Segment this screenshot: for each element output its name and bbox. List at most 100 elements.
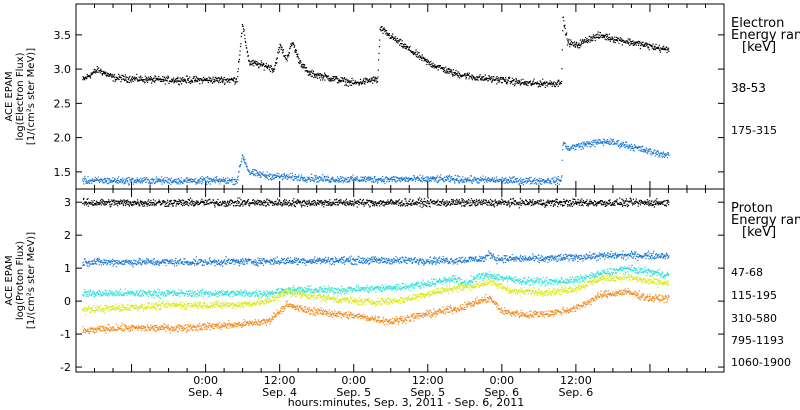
data-point xyxy=(108,75,110,77)
data-point xyxy=(205,78,207,80)
data-point xyxy=(595,36,597,38)
data-point xyxy=(139,202,141,204)
data-point xyxy=(454,174,456,177)
data-point xyxy=(434,203,436,205)
data-point xyxy=(646,152,649,155)
data-point xyxy=(356,178,359,180)
data-point xyxy=(260,176,262,178)
data-point xyxy=(158,178,160,180)
data-point xyxy=(530,204,532,206)
data-point xyxy=(422,203,424,205)
data-point xyxy=(336,204,338,206)
data-point xyxy=(559,202,561,204)
data-point xyxy=(539,200,541,203)
data-point xyxy=(453,72,456,74)
data-point xyxy=(125,78,127,80)
data-point xyxy=(361,177,363,179)
data-point xyxy=(430,179,432,181)
data-point xyxy=(609,39,611,41)
data-point xyxy=(668,204,670,206)
data-point xyxy=(458,75,460,77)
data-point xyxy=(266,66,268,68)
data-point xyxy=(335,77,337,79)
data-point xyxy=(305,202,307,204)
data-point xyxy=(339,201,341,203)
data-point xyxy=(228,204,230,206)
data-point xyxy=(106,72,108,74)
data-point xyxy=(96,259,98,261)
data-point xyxy=(390,199,392,201)
data-point xyxy=(331,79,333,82)
data-point xyxy=(623,145,625,147)
data-point xyxy=(452,178,454,180)
data-point xyxy=(174,178,176,180)
data-point xyxy=(322,203,324,205)
data-point xyxy=(342,180,345,182)
data-point xyxy=(526,203,528,206)
data-point xyxy=(226,78,228,80)
data-point xyxy=(294,45,296,47)
data-point xyxy=(304,66,306,69)
data-point xyxy=(468,180,470,182)
data-point xyxy=(543,180,546,182)
data-point xyxy=(358,201,360,203)
data-point xyxy=(82,261,84,263)
data-point xyxy=(184,202,186,204)
data-point xyxy=(456,203,459,205)
data-point xyxy=(429,64,432,66)
data-point xyxy=(415,54,417,56)
data-point xyxy=(463,200,465,202)
data-point xyxy=(214,206,216,208)
data-point xyxy=(492,200,494,202)
data-point xyxy=(626,200,628,202)
data-point xyxy=(492,178,494,180)
data-point xyxy=(636,41,638,43)
data-point xyxy=(625,42,627,44)
data-point xyxy=(443,69,446,71)
data-point xyxy=(200,178,202,180)
data-point xyxy=(121,201,123,203)
data-point xyxy=(546,200,549,202)
data-point xyxy=(639,42,641,44)
data-point xyxy=(128,82,130,84)
data-point xyxy=(129,75,131,77)
data-point xyxy=(568,204,570,206)
data-point xyxy=(348,201,350,203)
data-point xyxy=(106,179,108,182)
data-point xyxy=(431,178,433,180)
data-point xyxy=(411,52,413,54)
data-point xyxy=(307,74,309,76)
data-point xyxy=(659,203,661,205)
data-point xyxy=(646,150,648,152)
data-point xyxy=(189,178,192,180)
data-point xyxy=(179,200,181,202)
data-point xyxy=(483,181,486,183)
data-point xyxy=(515,83,517,85)
data-point xyxy=(391,35,393,37)
data-point xyxy=(548,182,550,184)
data-point xyxy=(97,260,99,262)
data-point xyxy=(338,80,340,82)
data-point xyxy=(605,141,607,143)
data-point xyxy=(506,204,508,206)
data-point xyxy=(115,76,117,78)
data-point xyxy=(408,48,410,50)
data-point xyxy=(586,38,588,40)
data-point xyxy=(461,180,463,182)
data-point xyxy=(636,41,639,43)
data-point xyxy=(508,203,510,205)
data-point xyxy=(291,45,293,47)
data-point xyxy=(245,165,247,168)
data-point xyxy=(413,53,416,55)
data-point xyxy=(186,200,188,203)
data-point xyxy=(359,181,361,183)
data-point xyxy=(235,204,237,207)
data-point xyxy=(441,67,443,69)
data-point xyxy=(324,176,326,178)
data-point xyxy=(580,43,582,45)
data-point xyxy=(370,199,372,202)
data-point xyxy=(152,203,154,205)
data-point xyxy=(502,77,504,79)
data-point xyxy=(426,205,428,208)
